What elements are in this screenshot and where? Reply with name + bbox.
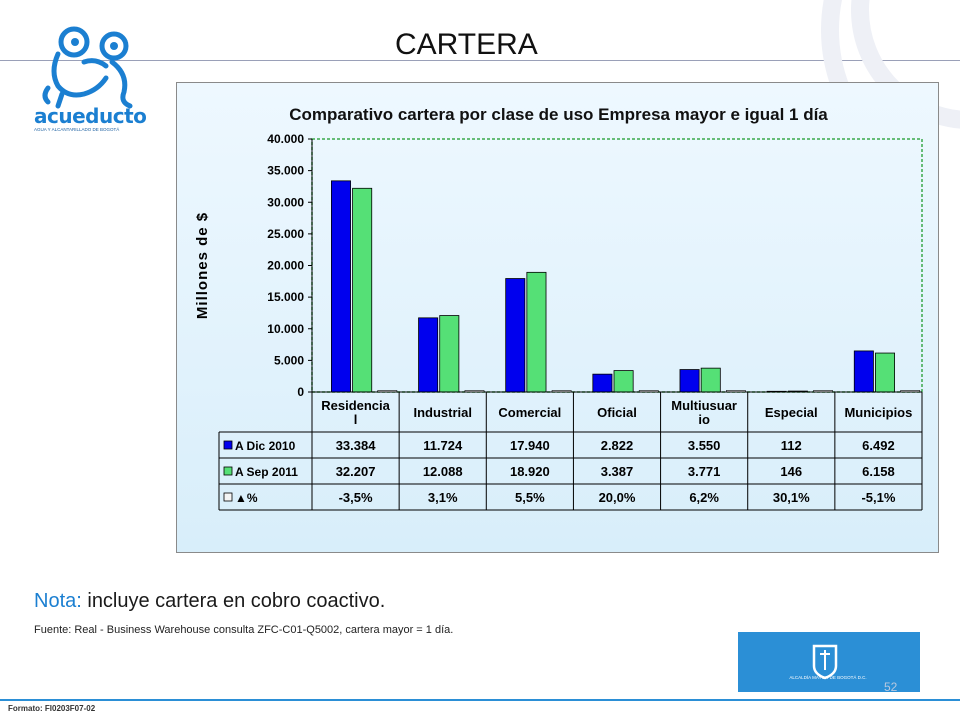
category-label: Oficial [597,405,637,420]
source-text: Fuente: Real - Business Warehouse consul… [34,624,454,636]
bar-chart: 0 5.000 10.000 15.000 20.000 25.000 30.000 35.0… [194,132,923,511]
bar-dic-2010 [330,180,351,393]
legend-entry: ▲% [235,491,258,505]
category-label: Municipios [844,405,912,420]
bar-sep-2011 [700,367,721,393]
y-tick-label: 40.000 [267,132,304,146]
data-label: 3.771 [688,464,721,479]
data-label: 20,0% [599,490,636,505]
logo-subtitle: AGUA Y ALCANTARILLADO DE BOGOTÁ [34,127,120,132]
footer-line [0,699,960,701]
data-label: 112 [781,438,802,453]
bogota-shield-icon [812,644,838,680]
data-label: 11.724 [423,438,463,453]
alcaldia-logo-box: ALCALDÍA MAYOR DE BOGOTÁ D.C. [738,632,920,692]
note: Nota: incluye cartera en cobro coactivo. [34,590,385,613]
data-label: 30,1% [773,490,810,505]
bar-sep-2011 [875,352,896,393]
category-label: Residencia [321,398,390,413]
chart-panel: Comparativo cartera por clase de uso Emp… [176,82,939,553]
chart-title: Comparativo cartera por clase de uso Emp… [289,105,828,124]
bar-dic-2010 [679,369,700,393]
y-tick-label: 15.000 [267,290,304,304]
y-tick-label: 30.000 [267,195,304,209]
category-label: Industrial [413,405,472,420]
alcaldia-text: ALCALDÍA MAYOR DE BOGOTÁ D.C. [789,675,867,680]
acueducto-frog-logo-icon [42,26,133,109]
bar-dic-2010 [853,350,874,393]
data-label: 5,5% [515,490,545,505]
data-label: -3,5% [339,490,373,505]
bar-dic-2010 [505,278,526,393]
bar-dic-2010 [592,373,613,393]
bar-sep-2011 [439,315,460,393]
bar-sep-2011 [352,187,373,393]
y-tick-label: 10.000 [267,322,304,336]
legend-swatch [223,466,233,476]
data-label: 2.822 [601,438,634,453]
plot-border [311,138,923,393]
y-tick-label: 35.000 [267,164,304,178]
data-label: 6,2% [689,490,719,505]
data-label: 18.920 [510,464,550,479]
data-label: 12.088 [423,464,463,479]
legend-swatch [223,492,233,502]
legend-entry: A Sep 2011 [235,465,298,479]
data-label: 3.387 [601,464,634,479]
data-label: 6.158 [862,464,895,479]
note-text: incluye cartera en cobro coactivo. [81,590,386,612]
data-label: 33.384 [336,438,377,453]
decorative-arcs [821,0,960,170]
data-label: 17.940 [510,438,550,453]
logo-wordmark: acueducto [34,104,147,128]
page-number: 52 [884,680,898,694]
data-label: 146 [780,464,802,479]
data-label: 32.207 [336,464,376,479]
bar-sep-2011 [526,271,547,393]
header-divider [0,60,960,61]
y-axis-label: Millones de $ [194,212,211,319]
category-label: io [698,412,710,427]
legend-swatch [223,440,233,450]
category-label: Multiusuar [671,398,737,413]
data-label: 3.550 [688,438,721,453]
data-label: 6.492 [862,438,895,453]
note-label: Nota: [34,590,82,612]
category-label: Especial [765,405,818,420]
bar-sep-2011 [613,370,634,393]
bar-dic-2010 [418,317,439,393]
format-code: Formato: FI0203F07-02 [8,704,96,713]
y-tick-label: 5.000 [274,353,304,367]
slide-title: CARTERA [395,28,538,61]
y-tick-label: 20.000 [267,259,304,273]
data-label: -5,1% [861,490,895,505]
category-label: l [354,412,358,427]
legend-entry: A Dic 2010 [235,439,296,453]
y-tick-label: 25.000 [267,227,304,241]
data-label: 3,1% [428,490,458,505]
y-tick-label: 0 [297,385,304,399]
category-label: Comercial [498,405,561,420]
